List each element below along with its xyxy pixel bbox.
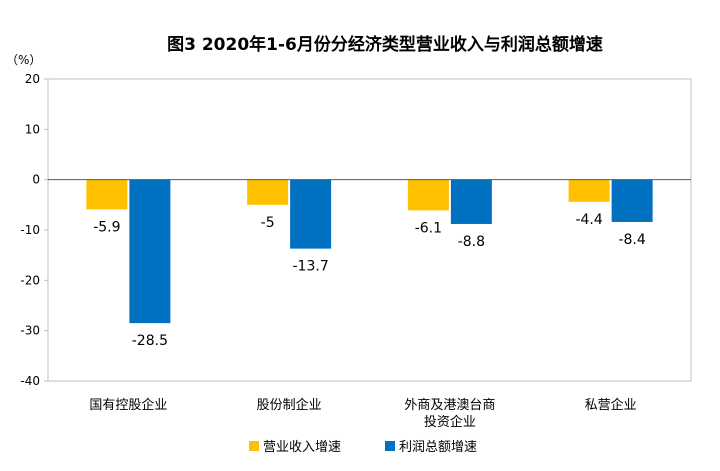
data-label: -28.5: [132, 333, 168, 349]
y-tick-label: -30: [20, 324, 40, 338]
y-tick-label: 20: [25, 72, 40, 86]
y-axis: 20 10 0 -10 -20 -30 -40: [20, 72, 48, 388]
bars: -5.9 -5 -6.1 -4.4 -28.5 -13.7 -8.8 -8.4: [86, 179, 653, 349]
y-tick-label: 0: [32, 173, 40, 187]
chart-title: 图3 2020年1-6月份分经济类型营业收入与利润总额增速: [167, 34, 603, 55]
bar: [290, 179, 332, 249]
category-label: 股份制企业: [257, 397, 322, 413]
category-label: 投资企业: [424, 414, 476, 430]
data-label: -6.1: [415, 220, 442, 236]
bar: [129, 179, 171, 324]
data-label: -8.4: [618, 232, 645, 248]
data-label: -13.7: [293, 259, 329, 275]
data-label: -5.9: [93, 219, 120, 235]
category-label: 国有控股企业: [89, 397, 167, 413]
legend-label: 利润总额增速: [399, 440, 477, 455]
bar: [450, 179, 492, 224]
data-label: -4.4: [575, 212, 602, 228]
bar: [407, 179, 449, 211]
category-label: 外商及港澳台商: [404, 397, 495, 413]
data-label: -5: [261, 215, 275, 231]
legend: 营业收入增速 利润总额增速: [249, 440, 477, 455]
y-tick-label: -10: [20, 223, 40, 237]
legend-label: 营业收入增速: [263, 440, 341, 455]
bar: [86, 179, 128, 210]
bar: [568, 179, 610, 202]
bar: [611, 179, 653, 222]
y-tick-label: 10: [25, 122, 40, 136]
legend-swatch: [385, 441, 395, 451]
bar: [247, 179, 289, 205]
data-label: -8.8: [458, 234, 485, 250]
y-tick-label: -20: [20, 273, 40, 287]
category-label: 私营企业: [585, 397, 637, 413]
y-tick-label: -40: [20, 374, 40, 388]
legend-swatch: [249, 441, 259, 451]
y-axis-unit-label: （%）: [6, 53, 41, 67]
